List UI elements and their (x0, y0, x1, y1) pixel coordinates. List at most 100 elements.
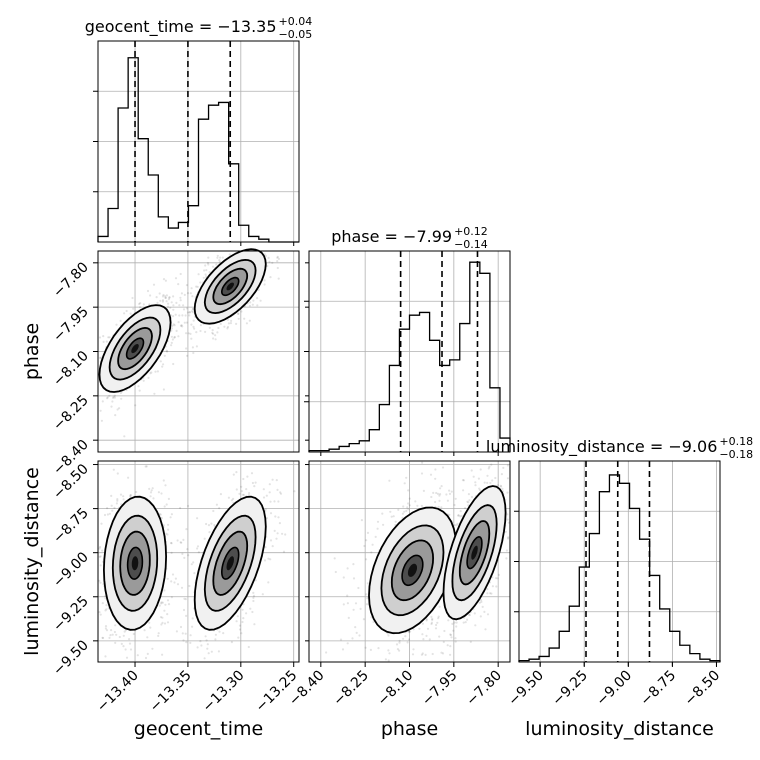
sample-point (263, 559, 267, 562)
sample-point (241, 620, 244, 624)
sample-point (129, 312, 132, 315)
sample-point (177, 335, 180, 338)
histogram-step-line (308, 261, 511, 452)
sample-point (199, 329, 202, 333)
sample-point (204, 273, 207, 276)
sample-point (366, 597, 369, 600)
sample-point (156, 370, 159, 373)
sample-point (205, 275, 208, 278)
sample-point (387, 659, 390, 662)
histogram-phase: phase = −7.99 +0.12−0.14 (304, 225, 511, 453)
sample-point (451, 622, 454, 626)
sample-point (152, 283, 156, 286)
sample-point (162, 293, 165, 297)
y-tick-label: −8.75 (50, 505, 92, 547)
sample-point (240, 310, 243, 313)
sample-point (480, 599, 483, 602)
sample-point (271, 261, 274, 264)
sample-point (106, 507, 109, 510)
sample-point (207, 263, 210, 266)
sample-point (204, 264, 207, 267)
sample-point (269, 276, 272, 279)
sample-point (420, 504, 423, 507)
sample-point (178, 314, 181, 317)
sample-point (170, 580, 173, 583)
sample-point (390, 515, 393, 518)
sample-point (108, 336, 111, 339)
sample-point (177, 283, 180, 286)
sample-point (114, 414, 117, 417)
sample-point (177, 321, 180, 324)
sample-point (183, 597, 186, 600)
sample-point (494, 476, 497, 480)
sample-point (450, 636, 453, 639)
sample-point (219, 322, 222, 326)
sample-point (183, 321, 186, 324)
sample-point (230, 641, 233, 644)
sample-point (339, 638, 343, 641)
sample-point (425, 634, 428, 638)
sample-point (165, 532, 168, 535)
sample-point (453, 503, 456, 507)
sample-point (495, 585, 498, 588)
sample-point (171, 324, 174, 327)
sample-point (237, 312, 240, 316)
sample-point (403, 482, 406, 485)
sample-point (431, 618, 434, 622)
sample-point (407, 489, 410, 492)
sample-point (104, 655, 107, 658)
sample-point (104, 625, 108, 628)
sample-point (156, 301, 159, 304)
sample-point (185, 347, 188, 350)
sample-point (256, 297, 259, 300)
sample-point (216, 256, 219, 259)
sample-point (486, 588, 489, 591)
sample-point (208, 326, 211, 329)
sample-point (506, 464, 509, 467)
sample-point (206, 643, 209, 646)
sample-point (468, 614, 471, 617)
x-tick-label: −9.50 (505, 668, 547, 710)
sample-point (150, 489, 153, 492)
sample-point (253, 485, 256, 488)
sample-point (200, 644, 203, 647)
sample-point (504, 530, 507, 533)
sample-point (149, 626, 152, 629)
sample-point (223, 325, 226, 328)
sample-point (230, 499, 233, 502)
sample-point (248, 304, 251, 307)
sample-point (193, 327, 196, 330)
sample-point (252, 594, 256, 598)
sample-point (162, 388, 165, 391)
sample-point (131, 296, 134, 300)
sample-point (207, 652, 210, 655)
sample-point (163, 609, 166, 612)
sample-point (219, 493, 222, 496)
sample-point (276, 256, 279, 259)
sample-point (212, 332, 215, 335)
title-err-minus: −0.05 (279, 28, 313, 41)
sample-point (166, 599, 170, 602)
sample-point (347, 616, 350, 620)
density-geocent_time_vs_phase (97, 248, 300, 453)
sample-point (181, 314, 184, 317)
sample-point (402, 637, 405, 640)
sample-point (102, 335, 105, 338)
sample-point (403, 510, 406, 513)
sample-point (101, 602, 104, 605)
sample-point (455, 524, 458, 527)
sample-point (122, 634, 125, 637)
sample-point (218, 507, 221, 510)
sample-point (250, 472, 254, 475)
sample-point (159, 513, 162, 516)
sample-point (189, 292, 192, 295)
sample-point (374, 535, 377, 539)
panel-frame (518, 460, 721, 663)
sample-point (376, 520, 380, 523)
sample-point (210, 650, 213, 653)
sample-point (188, 311, 191, 314)
sample-point (185, 284, 188, 287)
sample-point (245, 612, 248, 615)
y-axis-label-luminosity_distance: luminosity_distance (21, 467, 43, 656)
sample-point (470, 469, 473, 472)
